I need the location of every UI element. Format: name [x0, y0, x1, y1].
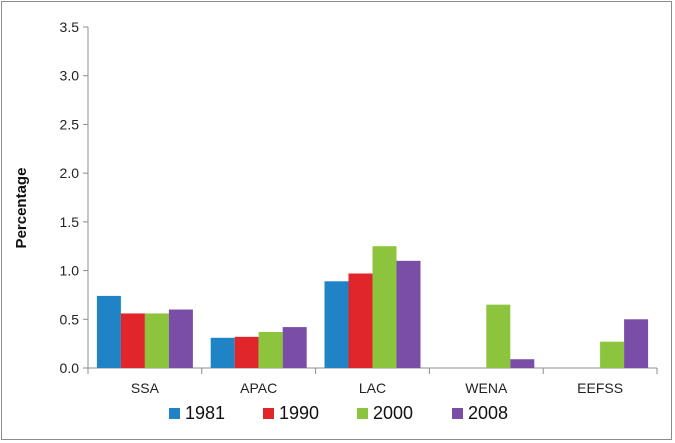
bar-2000-EEFSS: [600, 341, 625, 368]
y-tick-label: 0.0: [60, 360, 80, 376]
y-tick-label: 1.5: [60, 214, 80, 230]
bar-2008-APAC: [282, 327, 307, 368]
bars: [96, 246, 649, 368]
bar-2008-SSA: [168, 309, 193, 368]
bar-2008-LAC: [396, 260, 421, 368]
legend-label-1981: 1981: [185, 403, 225, 423]
bar-2000-SSA: [144, 313, 169, 368]
y-tick-label: 3.5: [60, 19, 80, 35]
legend-label-1990: 1990: [279, 403, 319, 423]
bar-1981-LAC: [324, 281, 349, 368]
x-tick-label: EEFSS: [577, 380, 623, 396]
y-tick-label: 1.0: [60, 263, 80, 279]
legend-swatch-1990: [263, 408, 274, 419]
bar-2000-WENA: [486, 304, 511, 368]
y-tick-label: 3.0: [60, 68, 80, 84]
x-tick-label: LAC: [359, 380, 386, 396]
legend: 1981 1990 2000 2008: [169, 403, 508, 423]
legend-swatch-1981: [169, 408, 180, 419]
x-tick-label: SSA: [131, 380, 160, 396]
x-tick-label: WENA: [465, 380, 508, 396]
y-tick-label: 0.5: [60, 311, 80, 327]
bar-1990-APAC: [234, 336, 259, 368]
y-axis-label: Percentage: [13, 168, 30, 249]
bar-2000-APAC: [258, 331, 283, 368]
bar-1981-SSA: [96, 295, 121, 368]
bar-1990-LAC: [348, 273, 373, 368]
legend-label-2000: 2000: [373, 403, 413, 423]
y-tick-label: 2.5: [60, 116, 80, 132]
y-tick-label: 2.0: [60, 165, 80, 181]
bar-1981-APAC: [210, 337, 235, 368]
legend-swatch-2008: [452, 408, 463, 419]
bar-1990-SSA: [120, 313, 145, 368]
legend-swatch-2000: [357, 408, 368, 419]
x-tick-label: APAC: [240, 380, 277, 396]
legend-label-2008: 2008: [468, 403, 508, 423]
bar-2008-WENA: [510, 359, 535, 368]
bar-2000-LAC: [372, 246, 397, 368]
bar-2008-EEFSS: [624, 319, 649, 368]
